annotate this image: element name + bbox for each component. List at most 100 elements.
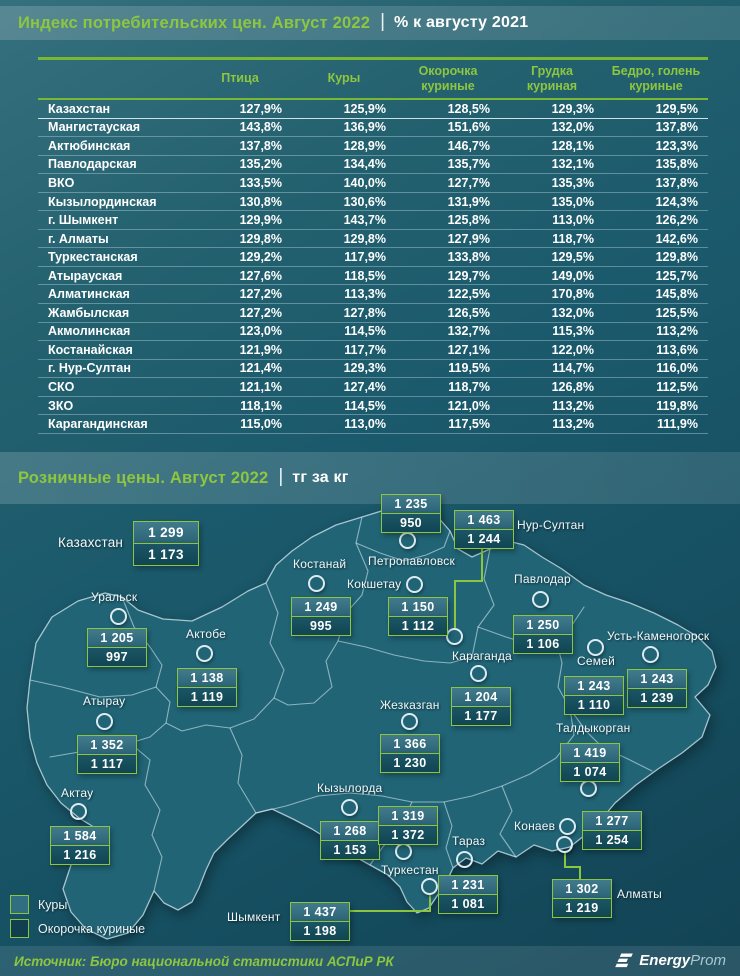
logo-text-energy: Energy	[639, 952, 691, 969]
index-value: 127,4%	[343, 379, 386, 394]
price-box: 1 204 1 177	[451, 687, 511, 726]
price-box: 1 366 1 230	[380, 734, 440, 773]
city-dot	[70, 803, 87, 820]
cpi-title: Индекс потребительских цен. Август 2022	[18, 13, 371, 32]
city-label: Уральск	[91, 590, 138, 604]
city-label: Нур-Султан	[517, 518, 585, 532]
index-value: 122,5%	[447, 287, 490, 302]
index-value: 118,7%	[448, 379, 490, 394]
logo-text-prom: Prom	[690, 952, 726, 969]
city-label: Костанай	[293, 557, 347, 571]
table-row: Актюбинская 137,8% 128,9% 146,7% 128,1% 123,3…	[38, 137, 708, 156]
index-value: 125,5%	[655, 305, 698, 320]
index-value: 132,1%	[551, 157, 594, 172]
index-value: 115,0%	[240, 417, 282, 432]
index-value: 135,8%	[655, 157, 698, 172]
city-label: Шымкент	[227, 910, 281, 924]
okorochka-price-value: 995	[291, 615, 351, 636]
index-value: 125,7%	[655, 268, 698, 283]
retail-title-band: Розничные цены. Август 2022 | тг за кг	[0, 452, 740, 504]
index-value: 121,4%	[239, 361, 282, 376]
city-dot	[446, 628, 463, 645]
city-label: Павлодар	[514, 572, 571, 586]
city-dot	[421, 878, 438, 895]
city-label: Усть-Каменогорск	[607, 629, 710, 643]
region-name: Павлодарская	[48, 157, 137, 172]
index-value: 140,0%	[343, 175, 386, 190]
table-top-rule	[38, 57, 708, 60]
index-value: 131,9%	[447, 194, 490, 209]
price-box: 1 463 1 244	[454, 510, 514, 549]
price-box: 1 235 950	[381, 494, 441, 533]
okorochka-price-value: 1 153	[320, 839, 380, 860]
okorochka-price-value: 1 239	[627, 687, 687, 708]
index-value: 130,6%	[343, 194, 386, 209]
index-value: 129,3%	[551, 101, 594, 116]
price-box: 1 243 1 110	[564, 676, 624, 715]
kury-price-value: 1 366	[380, 734, 440, 754]
price-box: 1 150 1 112	[388, 597, 448, 636]
table-row: Костанайская 121,9% 117,7% 127,1% 122,0% 113,…	[38, 341, 708, 360]
city-dot	[395, 843, 412, 860]
legend-item-okorochka: Окорочка куриные	[10, 919, 145, 938]
okorochka-price-value: 1 117	[77, 753, 137, 774]
okorochka-price-value: 1 219	[552, 897, 612, 918]
index-value: 115,3%	[552, 324, 594, 339]
index-value: 170,8%	[551, 287, 594, 302]
price-box: 1 138 1 119	[177, 668, 237, 707]
index-value: 135,7%	[447, 157, 490, 172]
kury-swatch	[10, 895, 29, 914]
table-row: ВКО 133,5% 140,0% 127,7% 135,3% 137,8%	[38, 174, 708, 193]
index-value: 149,0%	[551, 268, 594, 283]
kury-price-value: 1 150	[388, 597, 448, 617]
city-label: Актау	[61, 786, 94, 800]
index-value: 111,9%	[656, 417, 698, 432]
kury-price-value: 1 277	[582, 811, 642, 831]
kury-price-value: 1 138	[177, 668, 237, 688]
legend-label: Окорочка куриные	[38, 921, 146, 936]
kury-price-value: 1 250	[513, 615, 573, 635]
okorochka-price-value: 997	[87, 646, 147, 667]
index-value: 126,2%	[655, 213, 698, 228]
index-value: 117,7%	[344, 342, 386, 357]
legend-item-kury: Куры	[10, 895, 145, 914]
index-value: 129,8%	[239, 231, 282, 246]
index-value: 129,2%	[239, 250, 282, 265]
okorochka-swatch	[10, 919, 29, 938]
okorochka-price-value: 1 173	[133, 542, 199, 566]
city-dot	[456, 851, 473, 868]
table-row: г. Шымкент 129,9% 143,7% 125,8% 113,0% 126,2%	[38, 211, 708, 230]
index-value: 127,8%	[343, 305, 386, 320]
index-value: 113,6%	[656, 342, 698, 357]
region-name: ЗКО	[48, 398, 74, 413]
price-box: 1 231 1 081	[438, 875, 498, 914]
index-value: 113,0%	[552, 213, 594, 228]
index-value: 143,7%	[343, 213, 386, 228]
price-box: 1 302 1 219	[552, 879, 612, 918]
okorochka-price-value: 1 119	[177, 686, 237, 707]
region-name: Костанайская	[48, 342, 133, 357]
kury-price-value: 1 319	[378, 806, 438, 826]
country-label: Казахстан	[58, 535, 124, 550]
index-value: 135,3%	[551, 175, 594, 190]
kury-price-value: 1 204	[451, 687, 511, 707]
city-dot	[532, 591, 549, 608]
kury-price-value: 1 243	[564, 676, 624, 696]
table-header-rule	[38, 97, 708, 100]
okorochka-price-value: 1 216	[50, 844, 110, 865]
city-dot	[642, 646, 659, 663]
index-value: 116,0%	[656, 361, 698, 376]
index-value: 113,2%	[552, 417, 594, 432]
city-dot	[587, 639, 604, 656]
index-value: 133,5%	[239, 175, 282, 190]
kury-price-value: 1 584	[50, 826, 110, 846]
column-header: Куры	[327, 71, 361, 85]
kury-price-value: 1 463	[454, 510, 514, 530]
index-value: 119,5%	[448, 361, 490, 376]
city-dot	[399, 532, 416, 549]
city-label: Конаев	[514, 819, 556, 833]
cpi-table: Птица Куры Окорочка куриные Грудка куриная Б…	[38, 57, 708, 434]
kury-price-value: 1 268	[320, 821, 380, 841]
table-header-row: Птица Куры Окорочка куриные Грудка куриная Б…	[38, 60, 708, 98]
